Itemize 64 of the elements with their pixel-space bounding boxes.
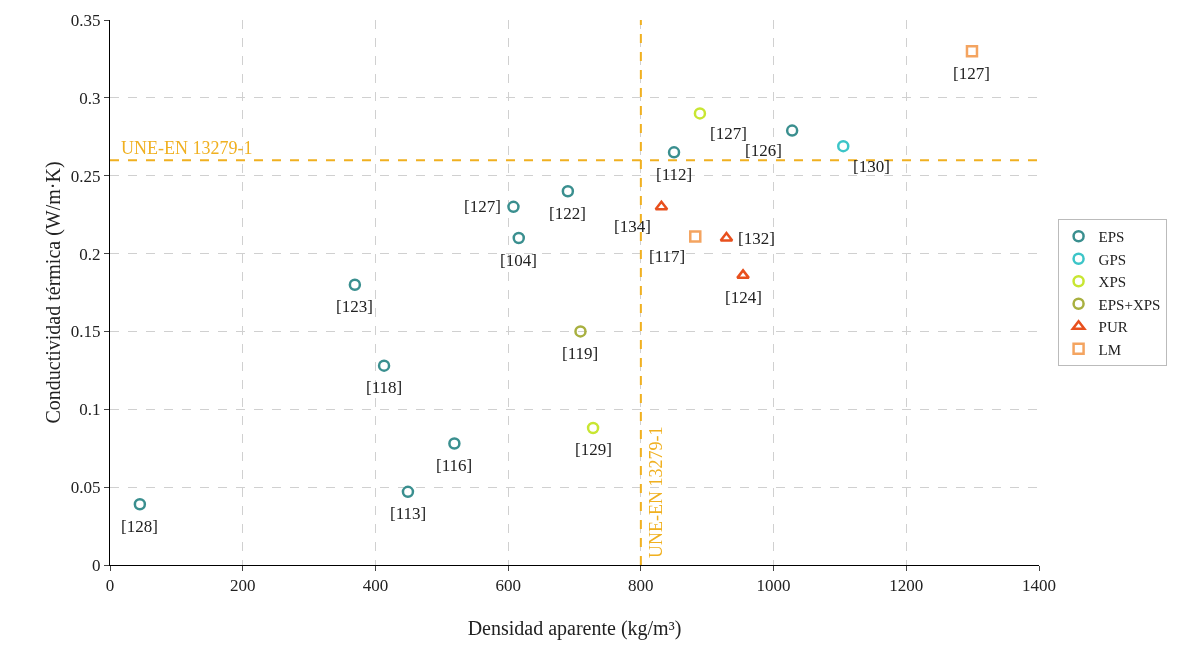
point: [785, 124, 799, 137]
point: [736, 269, 751, 280]
y-tick-label: 0.35: [70, 10, 101, 30]
legend-label: EPS+XPS: [1098, 296, 1161, 313]
point: [512, 231, 526, 245]
point: [377, 359, 391, 372]
legend-label: LM: [1098, 341, 1122, 358]
y-tick-label: 0.25: [70, 166, 101, 186]
y-tick-label: 0.3: [79, 88, 101, 108]
point: [654, 200, 669, 211]
x-tick-label: 0: [105, 576, 115, 596]
y-tick-label: 0.05: [70, 478, 101, 498]
annotation: [129]: [575, 440, 612, 459]
x-tick-label: 600: [495, 576, 521, 596]
ref-line-label: UNE-EN 13279-1: [645, 426, 666, 558]
point: [348, 278, 362, 291]
ref-line-label: UNE-EN 13279-1: [121, 138, 253, 158]
annotation: [132]: [738, 229, 775, 248]
x-tick-label: 1400: [1022, 576, 1056, 596]
y-tick-label: 0.2: [79, 244, 101, 264]
annotation: [117]: [649, 247, 686, 266]
annotation: [124]: [725, 288, 762, 307]
annotation: [127]: [953, 64, 990, 83]
y-tick-label: 0: [92, 555, 101, 575]
point: [401, 485, 415, 499]
point: [837, 139, 850, 153]
point: [689, 230, 702, 243]
annotation: [128]: [121, 517, 158, 536]
annotation: [130]: [853, 157, 890, 176]
annotation: [134]: [614, 217, 651, 236]
x-tick-label: 200: [229, 576, 256, 596]
annotation: [119]: [562, 344, 599, 363]
annotation: [123]: [336, 297, 373, 316]
legend-label: EPS: [1098, 229, 1125, 246]
x-tick-label: 800: [628, 576, 654, 596]
point: [586, 421, 600, 435]
point: [133, 498, 147, 511]
x-tick-label: 1000: [756, 576, 791, 596]
point: [574, 325, 587, 338]
point: [448, 437, 461, 450]
annotation: [127]: [464, 197, 501, 216]
point: [507, 200, 520, 214]
point: [693, 107, 707, 120]
y-tick-label: 0.15: [70, 322, 101, 342]
point: [667, 146, 681, 159]
y-tick-label: 0.1: [79, 400, 101, 420]
x-axis-title: Densidad aparente (kg/m³): [467, 617, 682, 640]
legend-label: XPS: [1098, 274, 1127, 291]
annotation: [122]: [549, 204, 586, 223]
annotation: [112]: [656, 165, 693, 184]
x-tick-label: 400: [362, 576, 389, 596]
annotation: [113]: [390, 504, 427, 523]
legend-label: PUR: [1098, 319, 1128, 336]
point: [965, 44, 979, 58]
annotation: [118]: [366, 378, 403, 397]
point: [719, 231, 734, 242]
x-tick-label: 1200: [889, 576, 924, 596]
annotation: [126]: [745, 141, 782, 160]
annotation: [127]: [710, 124, 747, 143]
legend-label: GPS: [1098, 251, 1127, 268]
annotation: [116]: [436, 456, 473, 475]
annotation: [104]: [500, 251, 537, 270]
y-axis-title: Conductividad térmica (W/m·K): [42, 161, 65, 424]
point: [561, 185, 575, 198]
